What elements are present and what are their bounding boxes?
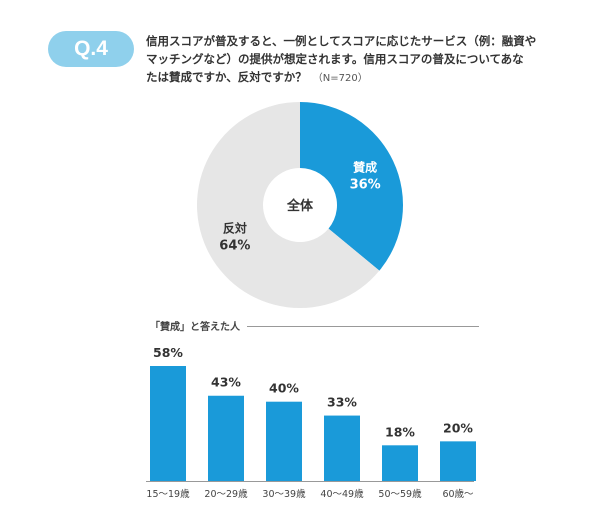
question-line-1: 信用スコアが普及すると、一例としてスコアに応じたサービス（例：融資や — [146, 34, 537, 48]
pie-slice-name: 反対 — [223, 221, 247, 236]
bar-section-label: 「賛成」と答えた人 — [150, 322, 240, 333]
x-tick-label: 40〜49歳 — [320, 488, 364, 500]
x-tick-label: 50〜59歳 — [378, 488, 422, 500]
x-tick-label: 30〜39歳 — [262, 488, 306, 500]
pie-slice-1 — [300, 102, 403, 271]
x-tick-label: 15〜19歳 — [146, 488, 190, 500]
question-text: 信用スコアが普及すると、一例としてスコアに応じたサービス（例：融資や マッチング… — [146, 32, 566, 88]
x-tick-label: 20〜29歳 — [204, 488, 248, 500]
bar-value-label: 18% — [385, 424, 415, 439]
bar — [150, 366, 186, 481]
bar-value-label: 33% — [327, 395, 357, 410]
pie-slice-2 — [196, 102, 380, 309]
bar-value-label: 20% — [443, 420, 473, 435]
pie-slice-value-label: 64% — [219, 239, 250, 254]
bar — [324, 415, 360, 481]
pie-slice-value-label: 36% — [350, 177, 381, 192]
section-divider — [247, 326, 479, 327]
x-tick-label: 60歳〜 — [442, 488, 474, 500]
bar-value-label: 40% — [269, 381, 299, 396]
question-badge: Q.4 — [48, 31, 134, 67]
bar-value-label: 43% — [211, 375, 241, 390]
bar — [440, 441, 476, 481]
sample-size: （N=720） — [312, 73, 368, 84]
bar-value-label: 58% — [153, 345, 183, 360]
question-line-3: たは賛成ですか、反対ですか？ — [146, 70, 307, 84]
pie-center-label: 全体 — [286, 198, 314, 214]
bar — [266, 401, 302, 481]
bar — [208, 395, 244, 481]
question-line-2: マッチングなど）の提供が想定されます。信用スコアの普及についてあな — [146, 52, 524, 66]
bar — [382, 445, 418, 481]
pie-slice-name: 賛成 — [353, 159, 377, 174]
